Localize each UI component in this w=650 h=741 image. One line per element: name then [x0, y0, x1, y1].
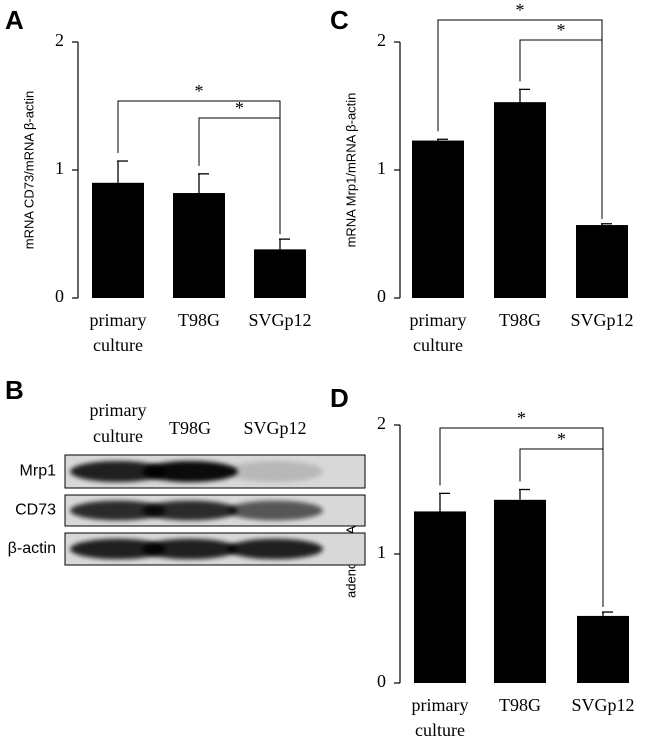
y-tick-label: 0 — [377, 286, 386, 306]
blot-band — [70, 460, 166, 483]
error-bar — [519, 488, 530, 500]
bar — [414, 511, 466, 683]
x-tick-label: primary culture — [412, 695, 469, 740]
bar — [576, 225, 628, 298]
panel-letter: B — [5, 375, 24, 405]
error-bar — [602, 611, 613, 616]
y-tick-label: 2 — [55, 30, 64, 50]
y-axis-label: mRNA CD73/mRNA β-actin — [21, 91, 36, 249]
bar — [494, 499, 546, 683]
blot-band — [227, 538, 323, 560]
blot-band — [70, 500, 166, 521]
significance-label: * — [195, 81, 204, 101]
blot-band — [142, 500, 238, 521]
y-tick-label: 1 — [377, 158, 386, 178]
x-tick-label: primary culture — [410, 310, 467, 355]
y-tick-label: 2 — [377, 30, 386, 50]
error-bar — [117, 160, 128, 183]
blot-band — [227, 460, 323, 483]
x-tick-label: T98G — [178, 310, 220, 330]
blot-band — [142, 538, 238, 560]
blot-column-label: SVGp12 — [243, 418, 306, 438]
error-bar — [279, 238, 290, 250]
y-tick-label: 2 — [377, 413, 386, 433]
significance-bracket — [198, 117, 281, 235]
significance-label: * — [517, 408, 526, 428]
y-tick-label: 1 — [377, 542, 386, 562]
blot-row-label: β-actin — [8, 540, 56, 557]
bar — [173, 193, 225, 298]
y-tick-label: 1 — [55, 158, 64, 178]
x-tick-label: SVGp12 — [570, 310, 633, 330]
error-bar — [437, 138, 448, 141]
x-tick-label: primary culture — [90, 310, 147, 355]
significance-label: * — [516, 0, 525, 20]
panel-letter: A — [5, 5, 24, 35]
y-tick-label: 0 — [55, 286, 64, 306]
blot-band — [142, 460, 238, 483]
error-bar — [601, 223, 612, 226]
x-tick-label: SVGp12 — [248, 310, 311, 330]
significance-label: * — [235, 98, 244, 118]
significance-label: * — [557, 429, 566, 449]
error-bar — [519, 88, 530, 103]
bar — [577, 615, 629, 683]
x-tick-label: T98G — [499, 695, 541, 715]
y-axis-label: mRNA Mrp1/mRNA β-actin — [343, 93, 358, 248]
blot-band — [227, 500, 323, 521]
error-bar — [198, 173, 209, 194]
blot-column-label: T98G — [169, 418, 211, 438]
x-tick-label: SVGp12 — [571, 695, 634, 715]
bar — [92, 182, 144, 298]
panel-letter: D — [330, 383, 349, 413]
bar — [412, 140, 464, 298]
blot-band — [70, 538, 166, 560]
bar — [254, 249, 306, 298]
bar — [494, 102, 546, 298]
blot-row-label: Mrp1 — [20, 463, 57, 480]
y-tick-label: 0 — [377, 671, 386, 691]
blot-column-label: primary culture — [90, 400, 147, 446]
x-tick-label: T98G — [499, 310, 541, 330]
panel-letter: C — [330, 5, 349, 35]
blot-row-label: CD73 — [15, 502, 56, 519]
significance-label: * — [557, 20, 566, 40]
significance-bracket — [519, 39, 603, 219]
significance-bracket — [519, 448, 604, 608]
error-bar — [439, 492, 450, 512]
